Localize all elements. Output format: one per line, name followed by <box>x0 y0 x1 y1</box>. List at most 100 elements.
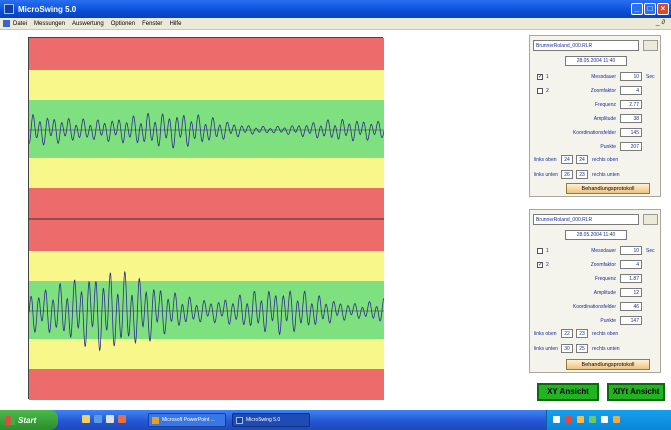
tray-update-icon[interactable] <box>589 416 596 423</box>
document-icon <box>3 20 10 27</box>
links-unten-field[interactable]: 30 <box>561 344 573 353</box>
rechts-unten-label: rechts unten <box>592 172 620 178</box>
menu-hilfe[interactable]: Hilfe <box>169 20 182 27</box>
zoom-field[interactable]: 4 <box>620 86 642 95</box>
checkbox-label: 1 <box>546 74 549 80</box>
checkbox-box[interactable] <box>537 88 543 94</box>
punkte-field[interactable]: 207 <box>620 142 642 151</box>
taskbar-microswing[interactable]: MicroSwing 5.0 <box>232 413 310 427</box>
messdauer-label: Messdauer <box>591 74 616 80</box>
channel-2-checkbox[interactable]: ✓ 2 <box>537 262 549 268</box>
title-bar: MicroSwing 5.0 _ □ × <box>0 0 671 18</box>
frequenz-label: Frequenz <box>594 276 616 282</box>
rechts-oben-label: rechts oben <box>592 157 619 163</box>
channel-1-checkbox[interactable]: 1 <box>537 248 549 254</box>
channel-1-checkbox[interactable]: ✓ 1 <box>537 74 549 80</box>
links-oben-field[interactable]: 24 <box>561 155 573 164</box>
file-name-field[interactable]: BrunnerRoland_000.RLR <box>533 40 639 51</box>
quicklaunch-media-icon[interactable] <box>106 415 114 423</box>
tray-volume-icon[interactable] <box>577 416 584 423</box>
quicklaunch-app-icon[interactable] <box>118 415 126 423</box>
koordination-label: Koordinationsfelder <box>572 304 616 310</box>
menu-auswertung[interactable]: Auswertung <box>72 20 104 27</box>
links-oben-label: links oben <box>534 331 557 337</box>
rechts-oben-field[interactable]: 24 <box>576 155 588 164</box>
messdauer-field[interactable]: 10 <box>620 246 642 255</box>
rechts-oben-label: rechts oben <box>592 331 619 337</box>
oscillation-plot <box>28 37 384 400</box>
system-tray <box>546 410 671 430</box>
checkbox-box[interactable]: ✓ <box>537 74 544 80</box>
checkbox-box[interactable]: ✓ <box>537 262 544 268</box>
maximize-button[interactable]: □ <box>644 3 656 15</box>
date-field[interactable]: 28.05.2004 11:40 <box>565 230 627 240</box>
zone-red-bottom-2 <box>29 369 384 400</box>
channel-2-checkbox[interactable]: 2 <box>537 88 549 94</box>
amplitude-field[interactable]: 38 <box>620 114 642 123</box>
taskbar: Start Microsoft PowerPoint ... MicroSwin… <box>0 410 671 430</box>
links-unten-label: links unten <box>534 172 558 178</box>
tray-network-icon[interactable] <box>553 416 560 423</box>
amplitude-field[interactable]: 12 <box>620 288 642 297</box>
close-button[interactable]: × <box>657 3 669 15</box>
menu-optionen[interactable]: Optionen <box>110 20 136 27</box>
channel-1-panel: BrunnerRoland_000.RLR 28.05.2004 11:40 ✓… <box>529 35 661 197</box>
rechts-unten-field[interactable]: 23 <box>576 170 588 179</box>
quicklaunch-desktop-icon[interactable] <box>82 415 90 423</box>
tray-app-icon[interactable] <box>601 416 608 423</box>
rechts-unten-label: rechts unten <box>592 346 620 352</box>
file-name-field[interactable]: BrunnerRoland_000.RLR <box>533 214 639 225</box>
minimize-button[interactable]: _ <box>631 3 643 15</box>
frequenz-field[interactable]: 2.77 <box>620 100 642 109</box>
task-label: Microsoft PowerPoint ... <box>162 417 215 423</box>
punkte-label: Punkte <box>600 144 616 150</box>
messdauer-unit: Sec <box>646 248 655 254</box>
zone-yellow-bottom-1 <box>29 158 384 188</box>
zoom-field[interactable]: 4 <box>620 260 642 269</box>
start-label: Start <box>18 415 37 425</box>
browse-button[interactable] <box>643 40 658 51</box>
tray-security-icon[interactable] <box>565 416 572 423</box>
amplitude-label: Amplitude <box>593 116 616 122</box>
frequenz-field[interactable]: 1.87 <box>620 274 642 283</box>
checkbox-label: 1 <box>546 248 549 254</box>
checkbox-label: 2 <box>546 88 549 94</box>
app-icon <box>4 4 14 14</box>
start-button[interactable]: Start <box>0 410 58 430</box>
mdi-controls[interactable]: _ ∂ <box>655 19 665 26</box>
zone-yellow-bottom-2 <box>29 339 384 369</box>
punkte-field[interactable]: 147 <box>620 316 642 325</box>
rechts-oben-field[interactable]: 23 <box>576 329 588 338</box>
powerpoint-icon <box>152 416 159 424</box>
links-oben-field[interactable]: 22 <box>561 329 573 338</box>
xyt-view-button[interactable]: XIYt Ansicht <box>607 383 665 401</box>
checkbox-box[interactable] <box>537 248 543 254</box>
links-unten-field[interactable]: 26 <box>561 170 573 179</box>
xy-view-button[interactable]: XY Ansicht <box>537 383 599 401</box>
behandlungsprotokoll-button[interactable]: Behandlungsprotokoll <box>566 183 650 194</box>
zone-red-bottom-1 <box>29 188 384 219</box>
task-label: MicroSwing 5.0 <box>246 417 281 423</box>
date-field[interactable]: 28.05.2004 11:40 <box>565 56 627 66</box>
zone-yellow-top-2 <box>29 251 384 281</box>
menu-fenster[interactable]: Fenster <box>142 20 163 27</box>
quicklaunch-explorer-icon[interactable] <box>94 415 102 423</box>
menu-datei[interactable]: Datei <box>13 20 28 27</box>
punkte-label: Punkte <box>600 318 616 324</box>
koordination-field[interactable]: 145 <box>620 128 642 137</box>
behandlungsprotokoll-button[interactable]: Behandlungsprotokoll <box>566 359 650 370</box>
rechts-unten-field[interactable]: 25 <box>576 344 588 353</box>
menu-messungen[interactable]: Messungen <box>34 20 66 27</box>
zone-red-top-1 <box>29 38 384 70</box>
koordination-field[interactable]: 46 <box>620 302 642 311</box>
signal-trace-channel-1 <box>29 112 384 149</box>
browse-button[interactable] <box>643 214 658 225</box>
messdauer-field[interactable]: 10 <box>620 72 642 81</box>
taskbar-powerpoint[interactable]: Microsoft PowerPoint ... <box>148 413 226 427</box>
zoom-label: Zoomfaktor <box>590 262 616 268</box>
messdauer-label: Messdauer <box>591 248 616 254</box>
links-oben-label: links oben <box>534 157 557 163</box>
zoom-label: Zoomfaktor <box>590 88 616 94</box>
channel-2-panel: BrunnerRoland_000.RLR 28.05.2004 11:40 1… <box>529 209 661 373</box>
tray-misc-icon[interactable] <box>613 416 620 423</box>
